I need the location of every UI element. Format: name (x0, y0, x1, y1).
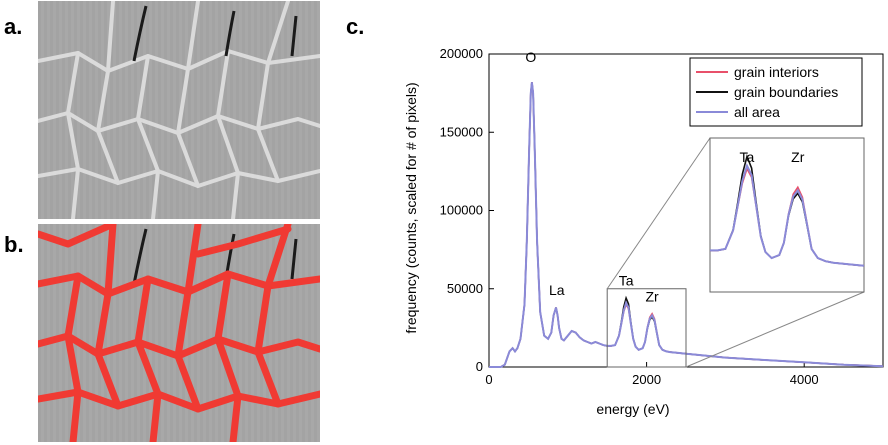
legend-label: all area (734, 104, 780, 120)
inset-frame (709, 137, 865, 293)
grain-boundaries-light (38, 1, 320, 219)
peak-label: Zr (646, 288, 660, 304)
inset-series-all-area (710, 162, 865, 267)
y-axis-label: frequency (counts, scaled for # of pixel… (403, 82, 419, 333)
panel-label-b: b. (4, 232, 24, 257)
peak-label: O (525, 49, 536, 65)
x-axis-label: energy (eV) (596, 401, 669, 417)
micrograph-a (38, 1, 320, 219)
micrograph-b (38, 224, 320, 442)
peak-label: La (549, 282, 565, 298)
y-tick-label: 0 (476, 359, 483, 374)
grain-boundary-overlay (38, 224, 320, 442)
panel-label-c: c. (346, 14, 365, 39)
zoom-connector (685, 291, 865, 368)
zoom-box (606, 288, 687, 368)
series-lines (489, 82, 884, 368)
x-tick-label: 2000 (632, 372, 661, 387)
inset-zoom: Ta Zr (606, 137, 865, 368)
spectrum-chart: 0 2000 4000 0 50000 100000 150000 200000 O La Ta Z… (403, 46, 884, 417)
peak-annotations: O La Ta Zr (525, 49, 659, 304)
panel-label-a: a. (4, 14, 23, 39)
dark-streaks (132, 5, 298, 62)
y-tick-label: 50000 (447, 281, 483, 296)
peak-label: Ta (619, 273, 634, 289)
legend-label: grain boundaries (734, 84, 838, 100)
y-tick-label: 150000 (440, 124, 483, 139)
legend: grain interiors grain boundaries all area (689, 57, 863, 127)
series-line-all-area (489, 82, 884, 368)
y-tick-label: 200000 (440, 46, 483, 61)
inset-peak-label: Ta (740, 149, 755, 165)
inset-peak-label: Zr (791, 149, 805, 165)
x-tick-label: 0 (485, 372, 492, 387)
zoom-connector (606, 137, 711, 290)
x-tick-label: 4000 (790, 372, 819, 387)
tick-labels: 0 2000 4000 0 50000 100000 150000 200000 (440, 46, 819, 387)
legend-label: grain interiors (734, 64, 819, 80)
y-tick-label: 100000 (440, 203, 483, 218)
